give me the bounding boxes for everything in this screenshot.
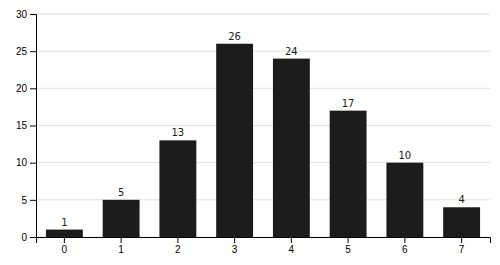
x-tick: 0 — [62, 237, 68, 255]
y-tick-mark — [30, 237, 36, 238]
x-tick: 7 — [459, 237, 465, 255]
x-tick: 4 — [289, 237, 295, 255]
bar — [443, 207, 480, 237]
chart: 051015202530012345671513262417104 — [0, 0, 500, 265]
bar — [386, 163, 423, 237]
data-label: 17 — [342, 98, 355, 109]
x-tick: 1 — [118, 237, 124, 255]
y-tick-label: 10 — [16, 157, 28, 168]
y-tick: 30 — [16, 9, 36, 20]
y-tick: 15 — [16, 120, 36, 131]
data-label: 10 — [399, 150, 412, 161]
x-tick-mark — [121, 237, 122, 243]
x-tick-label: 4 — [289, 244, 295, 255]
x-tick: 2 — [175, 237, 181, 255]
x-tick-mark — [404, 237, 405, 243]
x-tick: 3 — [232, 237, 238, 255]
grid — [36, 14, 490, 237]
x-tick-label: 3 — [232, 244, 238, 255]
y-axis-line — [30, 15, 37, 238]
x-tick-label: 0 — [62, 244, 68, 255]
grid-line — [36, 51, 490, 52]
bar — [103, 200, 140, 237]
plot: 051015202530012345671513262417104 — [16, 9, 491, 255]
data-label: 24 — [285, 46, 298, 57]
y-tick-mark — [30, 163, 36, 164]
y-tick-mark — [30, 51, 36, 52]
data-label: 26 — [228, 31, 241, 42]
x-axis-line — [37, 238, 491, 244]
x-tick: 6 — [402, 237, 408, 255]
data-label: 5 — [118, 187, 124, 198]
x-tick-mark — [64, 237, 65, 243]
x-tick: 5 — [345, 237, 351, 255]
x-tick-mark — [234, 237, 235, 243]
data-label: 4 — [458, 194, 464, 205]
x-tick-mark — [291, 237, 292, 243]
bar — [159, 140, 196, 237]
y-tick-mark — [30, 88, 36, 89]
y-axis: 0 5 10 15 20 25 30 — [16, 9, 37, 243]
grid-line — [36, 14, 490, 15]
data-label: 13 — [172, 127, 185, 138]
x-tick-label: 5 — [345, 244, 351, 255]
y-tick-mark — [30, 14, 36, 15]
x-tick-mark — [348, 237, 349, 243]
y-tick-label: 25 — [16, 46, 28, 57]
x-tick-label: 6 — [402, 244, 408, 255]
y-tick: 20 — [16, 83, 36, 94]
grid-line — [36, 88, 490, 89]
grid-line — [36, 125, 490, 126]
bar — [216, 44, 253, 237]
y-tick-mark — [30, 126, 36, 127]
bar — [330, 111, 367, 237]
y-tick-mark — [30, 200, 36, 201]
y-tick-label: 30 — [16, 9, 28, 20]
bar — [46, 230, 83, 237]
bars — [46, 44, 480, 237]
bar — [273, 59, 310, 237]
y-tick: 10 — [16, 157, 36, 168]
data-label: 1 — [61, 217, 67, 228]
x-tick-mark — [177, 237, 178, 243]
x-axis: 0 1 2 3 4 5 6 7 — [37, 237, 491, 255]
x-tick-label: 2 — [175, 244, 181, 255]
y-tick-label: 15 — [16, 120, 28, 131]
y-tick-label: 0 — [21, 232, 27, 243]
y-tick: 5 — [21, 195, 36, 206]
y-tick: 0 — [21, 232, 36, 243]
x-tick-label: 7 — [459, 244, 465, 255]
x-tick-mark — [461, 237, 462, 243]
y-tick: 25 — [16, 46, 36, 57]
y-tick-label: 5 — [21, 195, 27, 206]
y-tick-label: 20 — [16, 83, 28, 94]
data-labels: 1 5 13 26 24 17 10 4 — [61, 31, 465, 228]
x-tick-label: 1 — [118, 244, 124, 255]
